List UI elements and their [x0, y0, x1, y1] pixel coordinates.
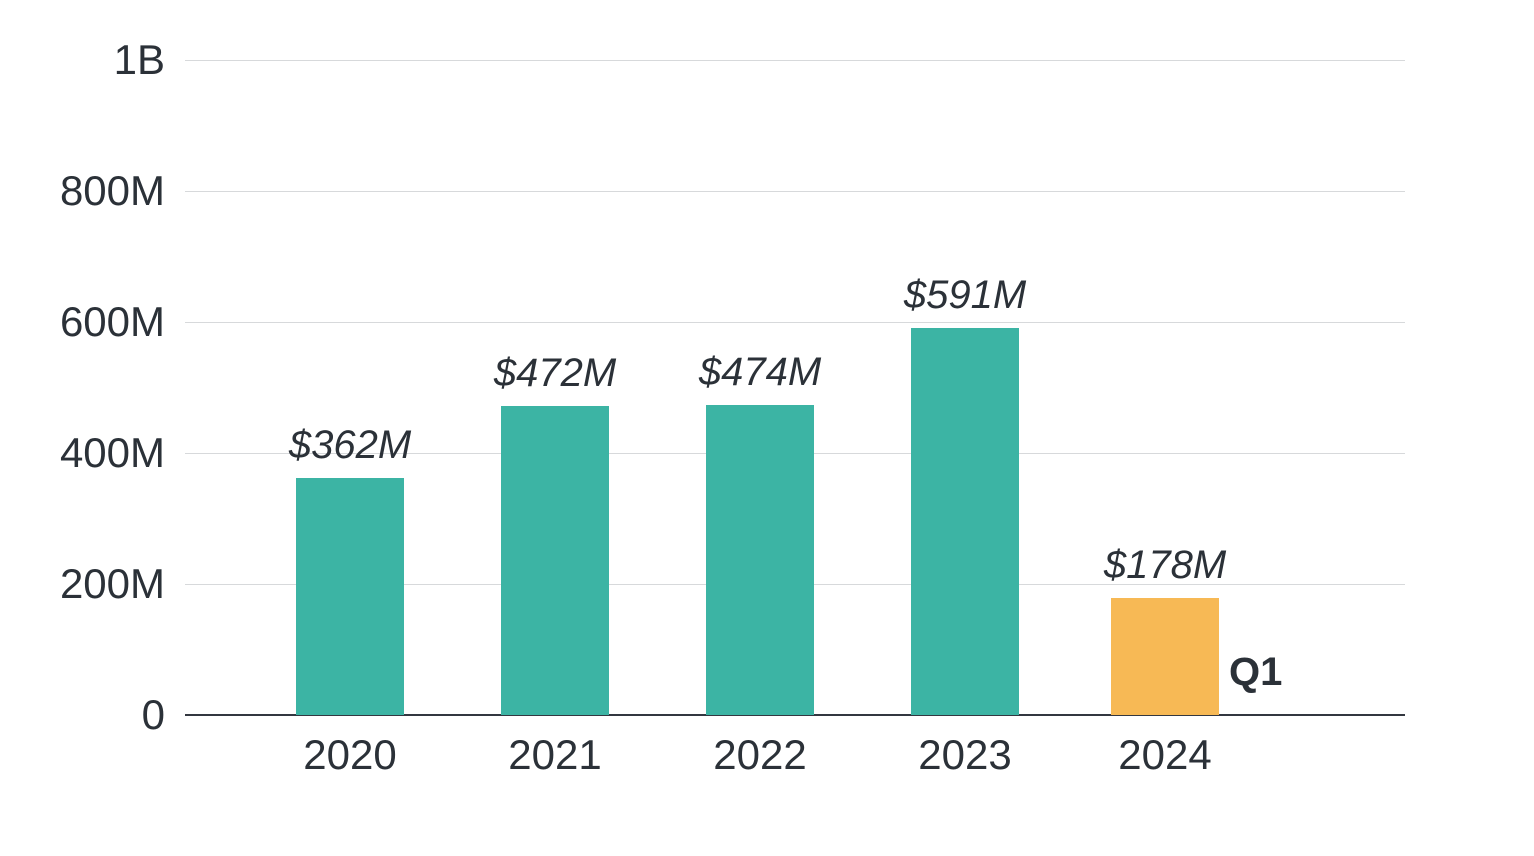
y-tick-label: 200M — [60, 560, 165, 608]
bar-value-label: $591M — [904, 273, 1026, 318]
gridline — [185, 191, 1405, 192]
x-tick-label: 2020 — [303, 731, 396, 779]
gridline — [185, 322, 1405, 323]
bar-value-label: $472M — [494, 351, 616, 396]
bar-value-label: $474M — [699, 350, 821, 395]
bar — [911, 328, 1019, 715]
x-tick-label: 2024 — [1118, 731, 1211, 779]
bar — [706, 405, 814, 715]
y-tick-label: 0 — [142, 691, 165, 739]
bar-chart: 0 200M 400M 600M 800M 1B $362M 2020 $472M 2021 $47… — [0, 0, 1534, 856]
bar — [1111, 598, 1219, 715]
bar-value-label: $178M — [1104, 543, 1226, 588]
bar — [296, 478, 404, 715]
y-tick-label: 600M — [60, 298, 165, 346]
y-tick-label: 800M — [60, 167, 165, 215]
x-tick-label: 2022 — [713, 731, 806, 779]
bar — [501, 406, 609, 715]
bar-annotation: Q1 — [1229, 650, 1282, 695]
x-tick-label: 2023 — [918, 731, 1011, 779]
gridline — [185, 60, 1405, 61]
y-tick-label: 400M — [60, 429, 165, 477]
x-tick-label: 2021 — [508, 731, 601, 779]
bar-value-label: $362M — [289, 423, 411, 468]
y-tick-label: 1B — [114, 36, 165, 84]
